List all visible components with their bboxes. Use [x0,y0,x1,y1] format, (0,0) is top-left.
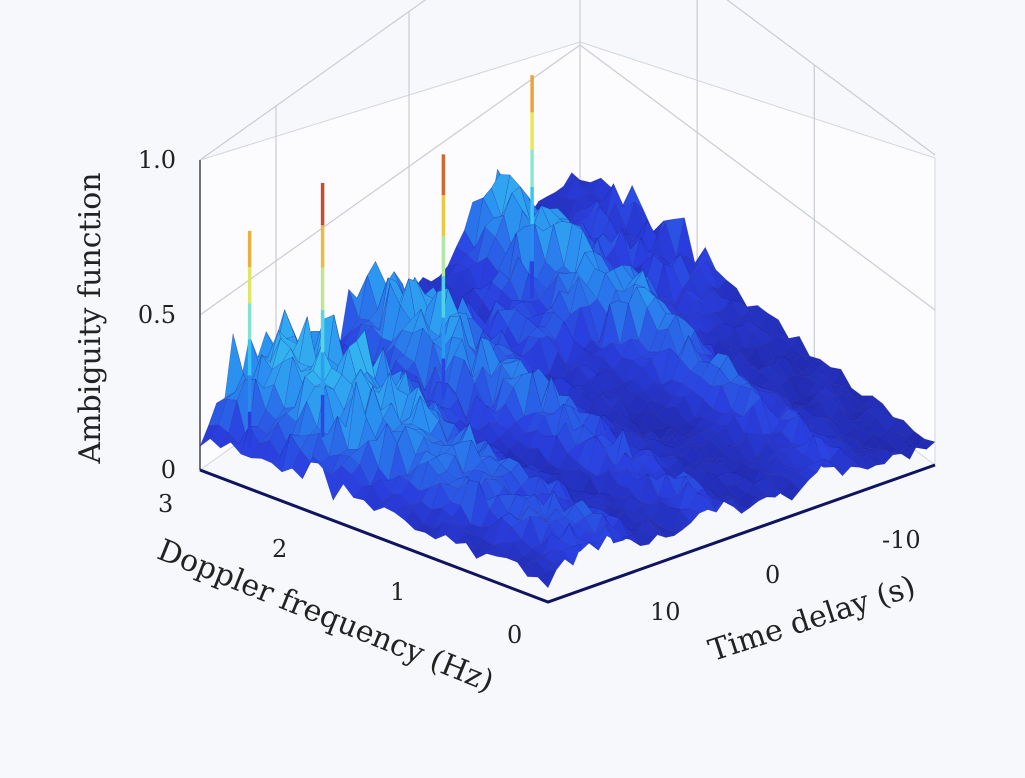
grid-line-z [726,0,936,156]
z-axis-ticks: 1.0 0.5 0 [138,146,176,484]
time-delay-tick-label: 0 [765,561,780,589]
doppler-tick-label: 1 [390,578,405,606]
surface-cell [537,569,557,589]
time-delay-axis-title: Time delay (s) [704,569,919,669]
doppler-axis-title: Doppler frequency (Hz) [152,533,498,700]
time-delay-tick-label: 10 [650,598,681,626]
grid-line-z [579,44,936,311]
floor-edge [199,463,936,604]
z-tick-label: 0 [161,456,176,484]
grid-line-z [199,44,581,316]
grid-lines [199,0,936,416]
peak-spikes [247,75,534,448]
doppler-tick-label: 2 [272,535,287,563]
surface-plot [199,168,936,604]
z-axis-title: Ambiguity function [73,172,108,464]
time-delay-tick-label: -10 [882,526,921,554]
z-tick-label: 0.5 [138,301,176,329]
time-delay-axis-ticks: 10 0 -10 [650,526,921,626]
doppler-tick-label: 0 [507,621,522,649]
z-tick-label: 1.0 [138,146,176,174]
doppler-axis-ticks: 3 2 1 0 [158,490,522,649]
doppler-tick-label: 3 [158,490,173,518]
grid-line-z [199,0,427,161]
